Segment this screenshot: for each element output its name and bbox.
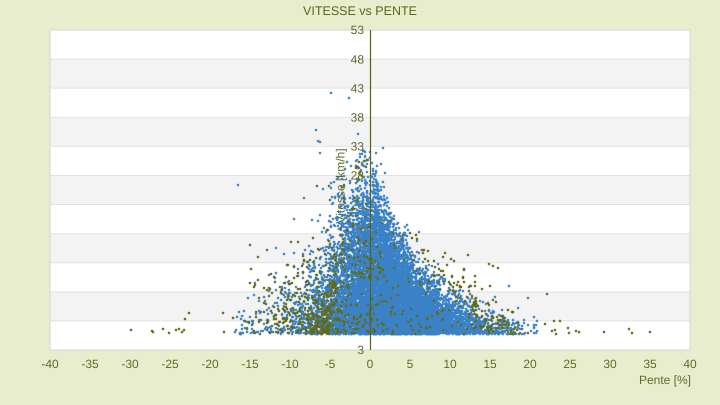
- svg-text:-20: -20: [201, 357, 219, 371]
- svg-text:38: 38: [351, 110, 365, 124]
- svg-text:15: 15: [483, 357, 497, 371]
- svg-text:33: 33: [351, 140, 365, 154]
- svg-text:-40: -40: [41, 357, 59, 371]
- svg-text:35: 35: [643, 357, 657, 371]
- svg-text:20: 20: [523, 357, 537, 371]
- svg-text:-35: -35: [81, 357, 99, 371]
- svg-text:-5: -5: [325, 357, 336, 371]
- svg-text:5: 5: [407, 357, 414, 371]
- svg-text:Vitesse [km/h]: Vitesse [km/h]: [334, 148, 348, 223]
- svg-text:48: 48: [351, 52, 365, 66]
- svg-text:-30: -30: [121, 357, 139, 371]
- svg-text:-15: -15: [241, 357, 259, 371]
- svg-text:40: 40: [683, 357, 697, 371]
- svg-text:30: 30: [603, 357, 617, 371]
- svg-text:10: 10: [443, 357, 457, 371]
- svg-text:3: 3: [357, 343, 364, 357]
- svg-text:-25: -25: [161, 357, 179, 371]
- svg-text:-10: -10: [281, 357, 299, 371]
- svg-text:VITESSE vs PENTE: VITESSE vs PENTE: [303, 4, 417, 18]
- svg-text:0: 0: [367, 357, 374, 371]
- svg-text:25: 25: [563, 357, 577, 371]
- svg-text:Pente [%]: Pente [%]: [639, 373, 691, 387]
- svg-text:43: 43: [351, 81, 365, 95]
- svg-text:53: 53: [351, 23, 365, 37]
